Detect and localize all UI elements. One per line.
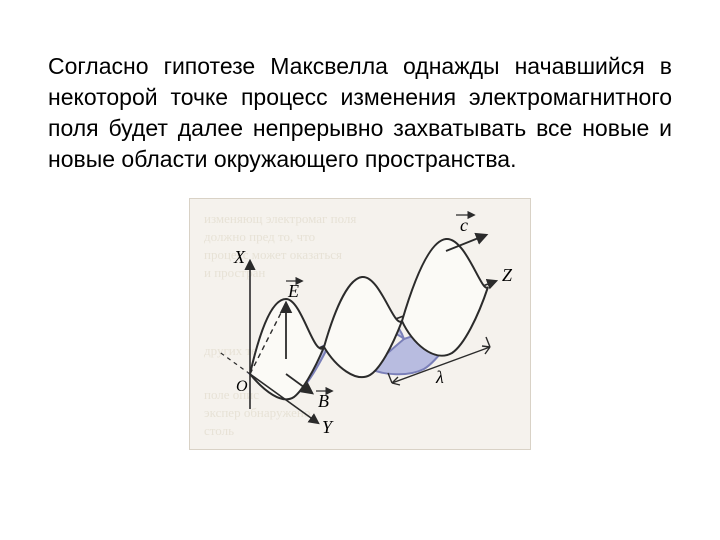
svg-text:E: E [287, 281, 299, 301]
svg-text:экспер обнаружено: экспер обнаружено [204, 405, 310, 420]
svg-text:c: c [460, 215, 468, 235]
paragraph-text: Согласно гипотезе Максвелла однажды нача… [48, 51, 672, 175]
svg-text:и простран: и простран [204, 265, 265, 280]
e-label: E [286, 281, 302, 301]
x-axis-label: X [233, 247, 246, 267]
svg-text:поле опис: поле опис [204, 387, 259, 402]
svg-text:столь: столь [204, 423, 234, 438]
origin-label: O [236, 378, 248, 395]
page: Согласно гипотезе Максвелла однажды нача… [0, 0, 720, 540]
lambda-label: λ [435, 367, 444, 387]
c-label: c [456, 215, 474, 235]
b-label: B [316, 391, 332, 411]
y-axis-label: Y [322, 417, 334, 437]
svg-text:процесс может оказаться: процесс может оказаться [204, 247, 342, 262]
svg-text:B: B [318, 391, 329, 411]
svg-text:должно пред то, что: должно пред то, что [204, 229, 315, 244]
figure-container: изменяющ электромаг поля должно пред то,… [48, 198, 672, 450]
z-axis-label: Z [502, 265, 513, 285]
em-wave-diagram: изменяющ электромаг поля должно пред то,… [189, 198, 531, 450]
svg-text:изменяющ электромаг поля: изменяющ электромаг поля [204, 211, 356, 226]
